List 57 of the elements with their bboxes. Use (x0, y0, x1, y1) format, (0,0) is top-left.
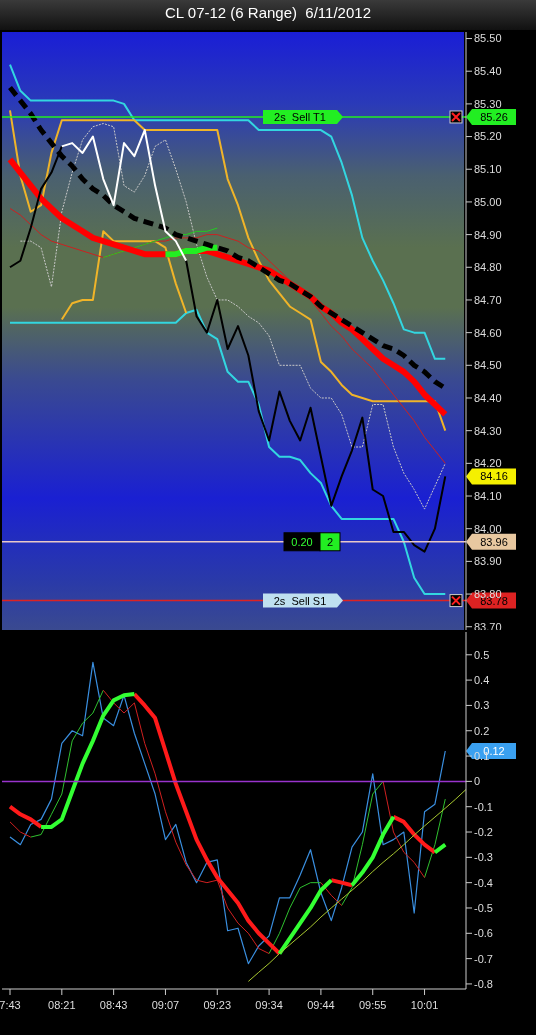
y-tick-label: 85.50 (474, 32, 502, 45)
y-tick-label: 85.00 (474, 195, 502, 208)
x-tick-label: 09:23 (203, 999, 232, 1011)
y-tick-label: 84.80 (474, 261, 502, 274)
text: 85.26 (480, 110, 508, 123)
y-tick-label: -0.4 (474, 876, 493, 889)
line-series (19, 123, 446, 510)
y-tick-label: 85.30 (474, 97, 502, 110)
x-tick-label: 09:07 (151, 999, 180, 1011)
y-tick-label: 85.20 (474, 130, 502, 143)
y-tick-label: 84.00 (474, 522, 502, 535)
y-tick-label: 0 (474, 775, 481, 788)
y-tick-label: -0.1 (474, 800, 493, 813)
line-series (247, 788, 467, 982)
line-series (60, 129, 188, 262)
line-series (9, 308, 447, 596)
chart-title: CL 07-12 (6 Range) 6/11/2012 (0, 0, 536, 30)
y-tick-label: 83.90 (474, 555, 502, 568)
y-tick-label: 85.40 (474, 65, 502, 78)
y-tick-label: -0.5 (474, 901, 493, 914)
y-tick-label: 84.10 (474, 489, 502, 502)
y-tick-label: 84.50 (474, 359, 502, 372)
y-tick-label: -0.6 (474, 927, 493, 940)
y-tick-label: -0.3 (474, 851, 493, 864)
y-tick-label: 85.10 (474, 163, 502, 176)
y-tick-label: 84.40 (474, 391, 502, 404)
y-tick-label: 84.60 (474, 326, 502, 339)
line-series (60, 230, 188, 321)
y-tick-label: 83.70 (474, 620, 502, 633)
y-tick-label: 84.70 (474, 293, 502, 306)
text: 84.16 (480, 470, 508, 483)
annotation: 0.20 (291, 535, 313, 548)
line-series (185, 259, 447, 553)
line-series (9, 63, 447, 360)
x-tick-label: 09:34 (255, 999, 283, 1011)
y-tick-label: 0.4 (474, 674, 490, 687)
y-tick-label: -0.8 (474, 977, 493, 990)
y-tick-label: 0.3 (474, 699, 490, 712)
x-tick-label: 08:43 (99, 999, 128, 1011)
ref-line-label: 2s Sell S1 (273, 594, 327, 607)
x-tick-label: 10:01 (410, 999, 439, 1011)
y-tick-label: 84.90 (474, 228, 502, 241)
y-tick-label: 0.2 (474, 724, 490, 737)
annotation: 2 (326, 535, 334, 548)
y-tick-label: 0.5 (474, 648, 490, 661)
x-tick-label: 7:43 (0, 999, 21, 1011)
y-tick-label: -0.7 (474, 952, 493, 965)
ref-line-label: 2s Sell T1 (274, 110, 326, 123)
x-tick-label: 08:21 (48, 999, 76, 1011)
y-tick-label: -0.2 (474, 825, 493, 838)
x-tick-label: 09:55 (358, 999, 387, 1011)
y-tick-label: 84.20 (474, 457, 502, 470)
line-series (9, 661, 446, 965)
x-tick-label: 09:44 (307, 999, 335, 1011)
line-series (9, 109, 447, 432)
text: 83.96 (480, 535, 508, 548)
y-tick-label: 84.30 (474, 424, 502, 437)
